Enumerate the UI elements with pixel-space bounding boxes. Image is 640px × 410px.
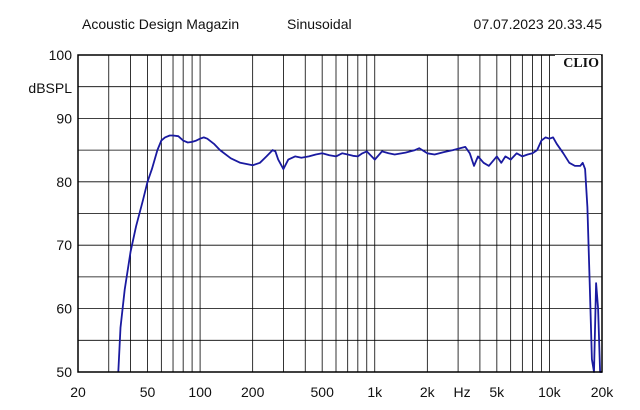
clio-brand-label: CLIO xyxy=(563,56,599,71)
y-tick-label: 80 xyxy=(56,174,72,190)
measurement-mode: Sinusoidal xyxy=(287,16,352,32)
y-tick-label: 90 xyxy=(56,110,72,126)
x-tick-labels: 20 50 100 200 500 1k 2k 5k 10k 20k Hz xyxy=(70,384,614,400)
chart-header-title: Acoustic Design Magazin xyxy=(82,16,240,32)
x-tick-label: 2k xyxy=(420,384,436,400)
trace-layer xyxy=(117,134,602,373)
plot-frame xyxy=(77,54,603,373)
measurement-datetime: 07.07.2023 20.33.45 xyxy=(473,16,602,32)
x-tick-label: 5k xyxy=(489,384,505,400)
y-tick-label: 50 xyxy=(56,364,72,380)
x-tick-label: 200 xyxy=(241,384,265,400)
brand-background xyxy=(555,55,601,71)
x-tick-label: 20k xyxy=(591,384,615,400)
x-tick-label: 100 xyxy=(188,384,212,400)
y-tick-labels: 50 60 70 80 90 100 xyxy=(49,47,73,380)
response-trace xyxy=(117,134,602,373)
x-tick-label: 500 xyxy=(311,384,335,400)
y-tick-label: 70 xyxy=(56,237,72,253)
x-tick-label: 20 xyxy=(70,384,86,400)
y-tick-label: 100 xyxy=(49,47,73,63)
x-axis-label: Hz xyxy=(454,384,471,400)
x-tick-label: 10k xyxy=(538,384,562,400)
x-tick-label: 50 xyxy=(140,384,156,400)
y-axis-label: dBSPL xyxy=(28,80,72,96)
x-tick-label: 1k xyxy=(367,384,383,400)
grid xyxy=(78,55,602,372)
y-tick-label: 60 xyxy=(56,301,72,317)
